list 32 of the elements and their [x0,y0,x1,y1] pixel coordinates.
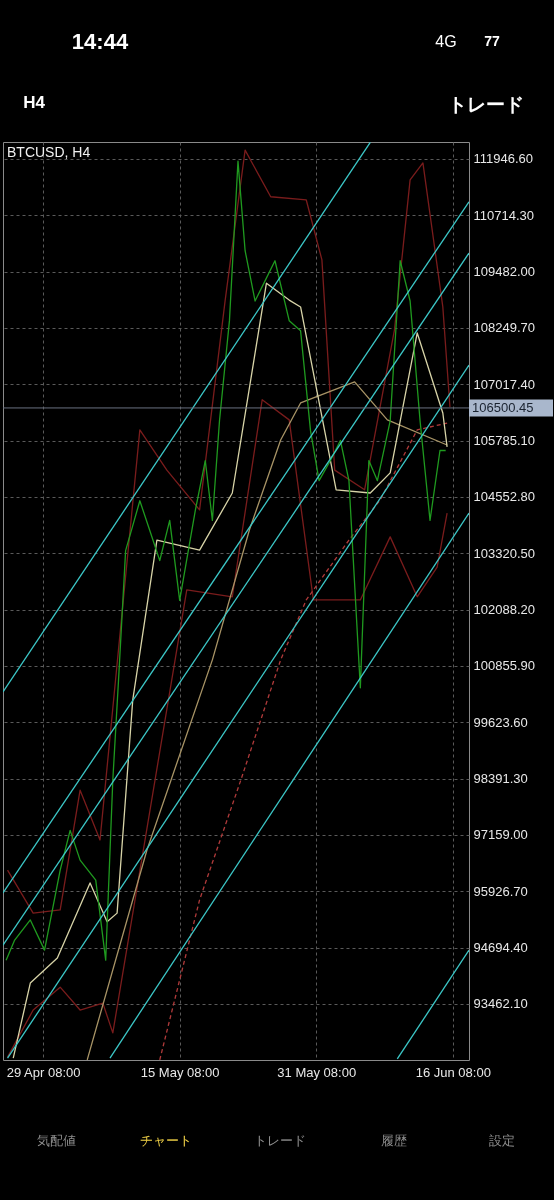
y-tick-label: 102088.20 [473,602,535,618]
text: トレード [254,1133,306,1148]
text: 設定 [489,1133,515,1148]
y-tick-label: 105785.10 [473,433,535,449]
y-tick-label: 104552.80 [473,489,535,505]
ref-line-label: 106500.45 [472,399,534,415]
y-tick-label: 103320.50 [473,545,535,561]
y-tick-label: 93462.10 [473,996,528,1012]
text: 4G [435,33,457,50]
text: チャート [140,1133,192,1148]
y-tick-label: 95926.70 [473,883,528,899]
text: 履歴 [381,1133,407,1148]
y-tick-label: 111946.60 [473,151,534,167]
y-tick-label: 99623.60 [473,714,528,730]
y-tick-label: 97159.00 [473,827,528,843]
y-tick-label: 100855.90 [473,658,535,674]
text: H4 [23,93,46,112]
chart-title: BTCUSD, H4 [7,144,91,160]
y-tick-label: 107017.40 [473,376,535,392]
y-tick-label: 108249.70 [473,320,535,336]
text: トレード [448,94,524,115]
y-tick-label: 98391.30 [473,771,528,787]
y-tick-label: 94694.40 [473,940,528,956]
text: 77 [484,33,500,49]
y-tick-label: 109482.00 [473,264,535,280]
x-tick-label: 31 May 08:00 [277,1064,357,1080]
x-tick-label: 16 Jun 08:00 [415,1064,491,1080]
x-tick-label: 29 Apr 08:00 [6,1064,81,1080]
x-tick-label: 15 May 08:00 [140,1064,220,1080]
text: 気配値 [36,1133,76,1148]
text: 14:44 [71,29,129,54]
y-tick-label: 110714.30 [473,207,534,223]
